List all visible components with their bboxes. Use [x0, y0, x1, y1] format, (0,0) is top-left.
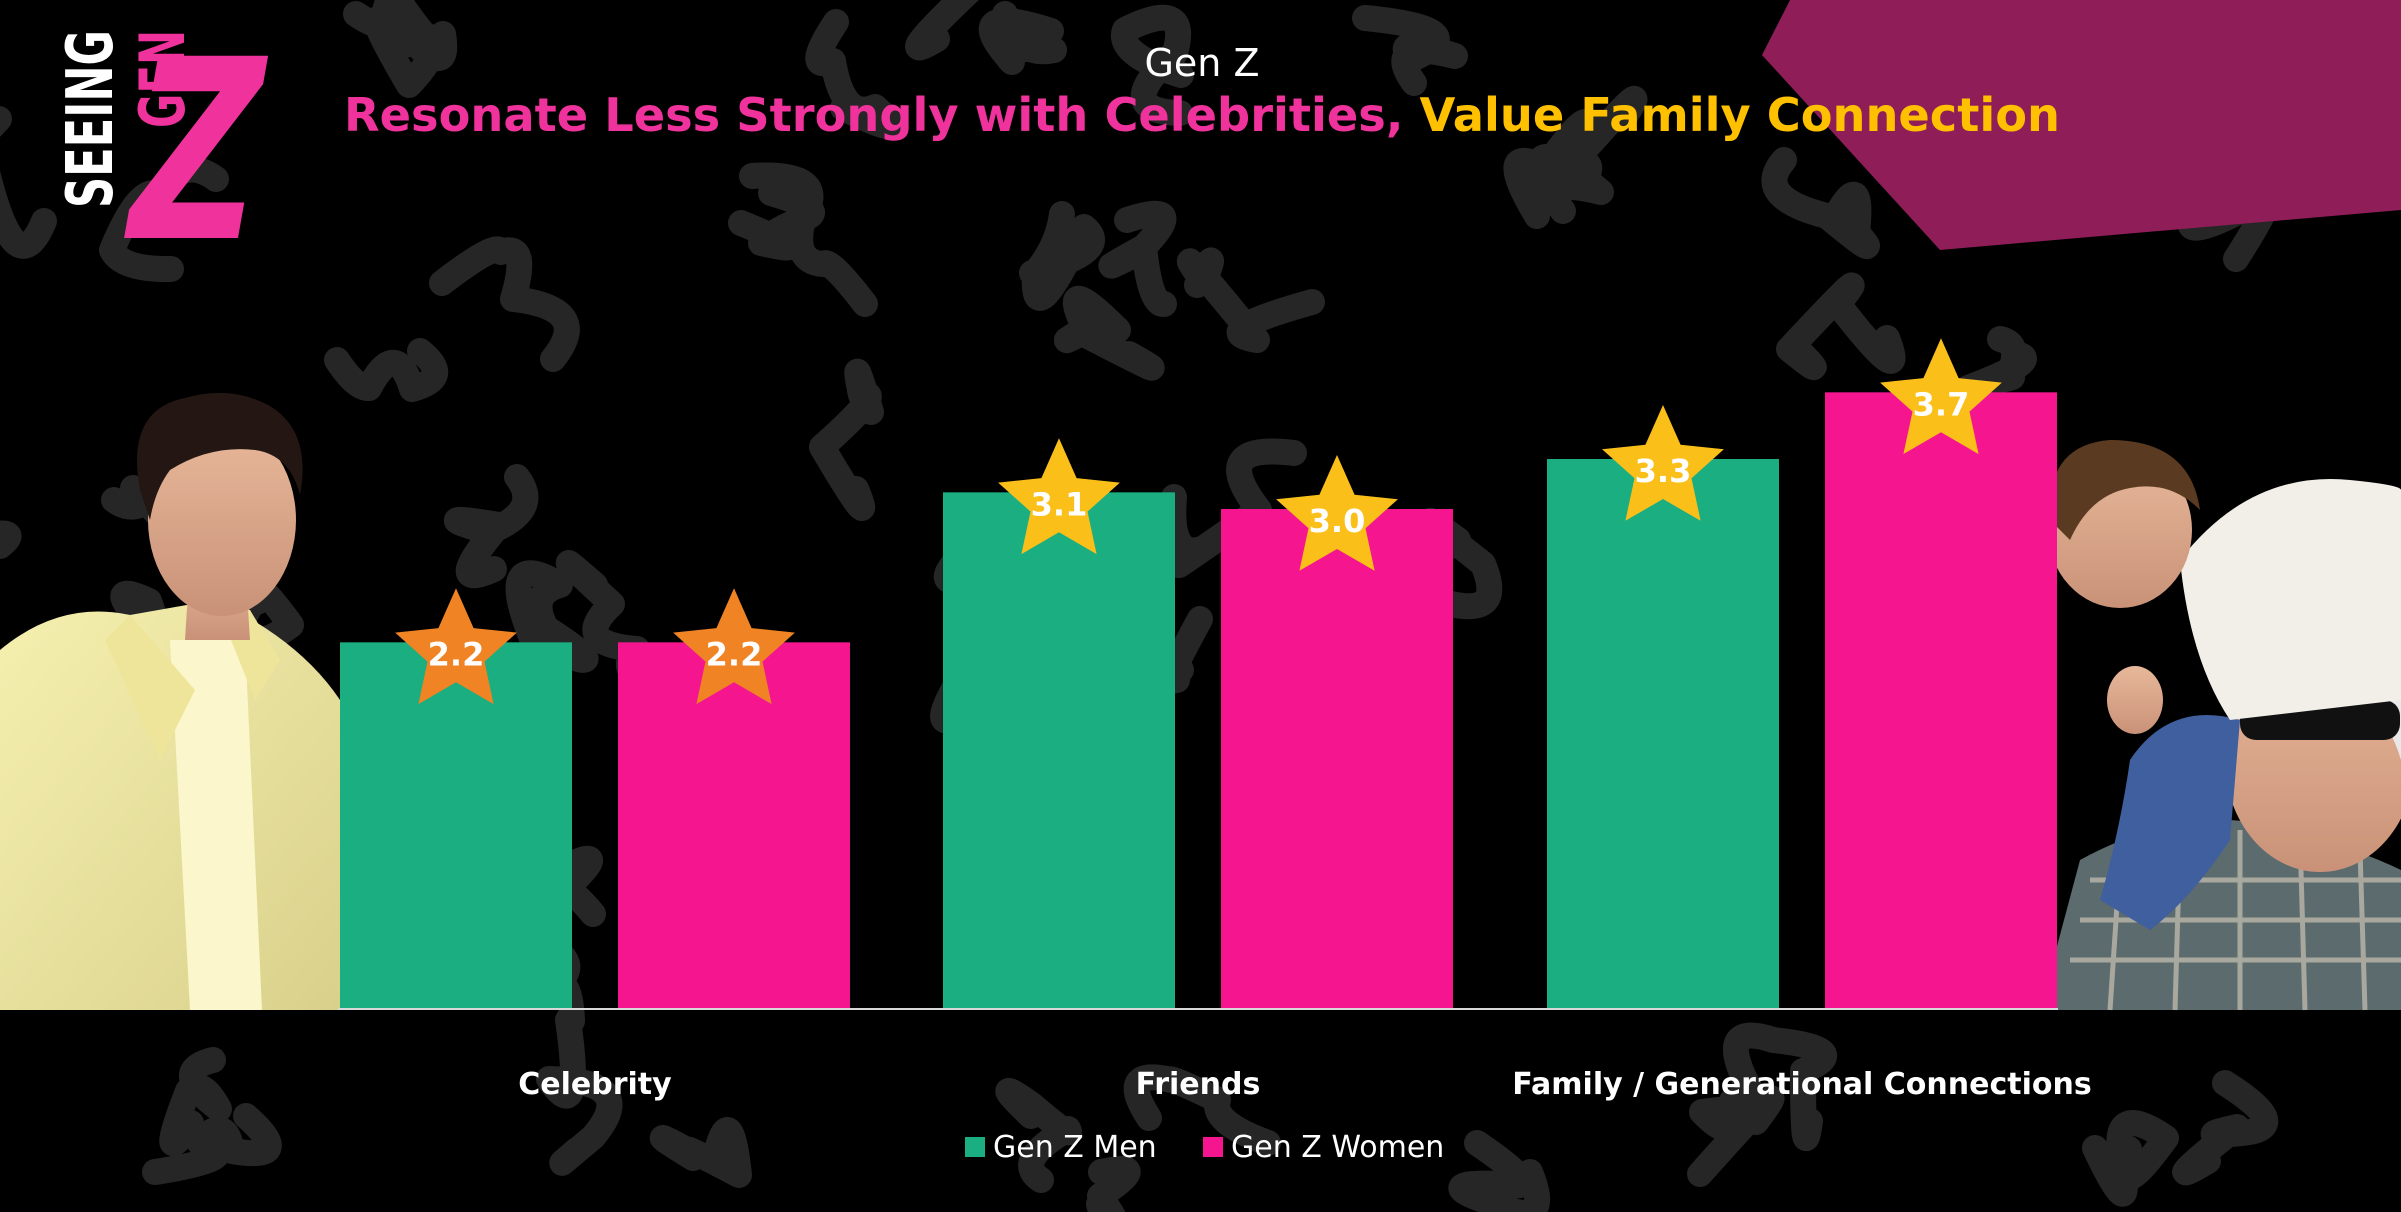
pattern-squiggle: [1687, 1085, 1785, 1187]
data-label-women-1: 3.0: [1309, 502, 1366, 540]
legend: Gen Z Men Gen Z Women: [965, 1130, 1444, 1165]
left-photo-young-man: [0, 392, 352, 1010]
plaid-lines: [2070, 830, 2401, 1011]
data-label-women-0: 2.2: [706, 635, 763, 673]
pattern-squiggle: [905, 0, 979, 61]
bar-men-0: [340, 642, 572, 1009]
chart-subtitle: Resonate Less Strongly with Celebrities,…: [344, 88, 2060, 142]
star-marker-women-2: [1880, 338, 2002, 455]
pattern-squiggle: [739, 162, 878, 317]
pattern-squiggle: [1054, 285, 1165, 381]
pattern-squiggle: [142, 1103, 282, 1185]
logo-seeing: SEEING: [54, 30, 128, 208]
bar-chart: 2.2 3.1 3.3 2.2 3.0 3.7: [340, 338, 2057, 1009]
pattern-squiggle: [429, 236, 580, 372]
bar-men-2: [1547, 459, 1779, 1009]
logo-gen: GEN: [126, 30, 199, 128]
pattern-squiggle: [372, 0, 458, 71]
data-label-men-2: 3.3: [1635, 452, 1692, 490]
boy-shirt: [2180, 479, 2401, 720]
legend-label-men: Gen Z Men: [993, 1130, 1157, 1165]
boy-hair: [2049, 440, 2200, 540]
pattern-squiggle: [1776, 272, 1906, 380]
pattern-squiggle: [0, 520, 22, 559]
data-label-women-2: 3.7: [1913, 385, 1970, 423]
pattern-squiggle: [159, 1047, 232, 1157]
right-photo-grandfather-grandson: [2040, 440, 2401, 1011]
pattern-squiggle: [2082, 1110, 2179, 1207]
pattern-squiggle: [0, 106, 57, 259]
star-marker-women-0: [673, 588, 795, 705]
pattern-squiggle: [324, 338, 448, 402]
boy-jeans: [2100, 715, 2240, 930]
subtitle-part-family: Value Family Connection: [1420, 88, 2060, 142]
suit-body: [0, 600, 352, 1010]
face: [148, 424, 296, 616]
pattern-squiggle: [1448, 1130, 1551, 1212]
pattern-squiggle: [1123, 1064, 1281, 1156]
pattern-squiggle: [649, 1117, 752, 1188]
data-label-men-1: 3.1: [1031, 485, 1088, 523]
bar-men-1: [943, 492, 1175, 1009]
pattern-squiggle: [1019, 201, 1105, 311]
category-label-friends: Friends: [1136, 1067, 1261, 1102]
hair: [137, 392, 303, 520]
bar-women-0: [618, 642, 850, 1009]
pattern-squiggle: [1086, 1156, 1141, 1212]
data-label-men-0: 2.2: [428, 635, 485, 673]
pattern-squiggle: [1176, 247, 1325, 353]
shirt: [170, 640, 262, 1010]
pattern-squiggle: [1098, 200, 1177, 317]
pattern-squiggle: [443, 464, 539, 589]
seeing-gen-z-logo: SEEING GEN Z: [54, 7, 287, 298]
subtitle-part-celebrities: Resonate Less Strongly with Celebrities,: [344, 88, 1403, 142]
pattern-squiggle: [505, 560, 599, 673]
star-marker-men-2: [1602, 405, 1724, 521]
pattern-squiggle: [809, 358, 884, 521]
lapel-left: [105, 615, 195, 760]
pattern-squiggle: [805, 9, 904, 140]
pattern-squiggle: [1955, 326, 2037, 401]
pattern-squiggle: [978, 1, 1067, 75]
pattern-squiggle: [1761, 147, 1880, 260]
corner-banner: [1762, 0, 2401, 250]
star-marker-men-1: [998, 438, 1120, 555]
pattern-squiggle: [536, 1007, 623, 1176]
pattern-squiggle: [99, 156, 229, 283]
star-marker-women-1: [1276, 455, 1398, 571]
pattern-squiggle: [1503, 85, 1648, 229]
pattern-squiggle: [995, 1077, 1082, 1193]
legend-swatch-women: [1203, 1137, 1223, 1157]
pattern-squiggle: [1110, 4, 1194, 126]
bar-women-1: [1221, 509, 1453, 1009]
pattern-squiggle: [1352, 5, 1468, 96]
pattern-squiggle: [1722, 1022, 1838, 1151]
category-label-celebrity: Celebrity: [518, 1067, 672, 1102]
pattern-squiggle: [1160, 438, 1307, 579]
bar-women-2: [1825, 392, 2057, 1009]
legend-swatch-men: [965, 1137, 985, 1157]
chart-title: Gen Z: [1144, 41, 1259, 85]
category-axis: Celebrity Friends Family / Generational …: [518, 1067, 2091, 1102]
boy-hand: [2107, 666, 2163, 734]
pattern-squiggle: [2172, 1070, 2279, 1186]
category-label-family: Family / Generational Connections: [1512, 1067, 2091, 1102]
star-marker-men-0: [395, 588, 517, 705]
legend-label-women: Gen Z Women: [1231, 1130, 1444, 1165]
